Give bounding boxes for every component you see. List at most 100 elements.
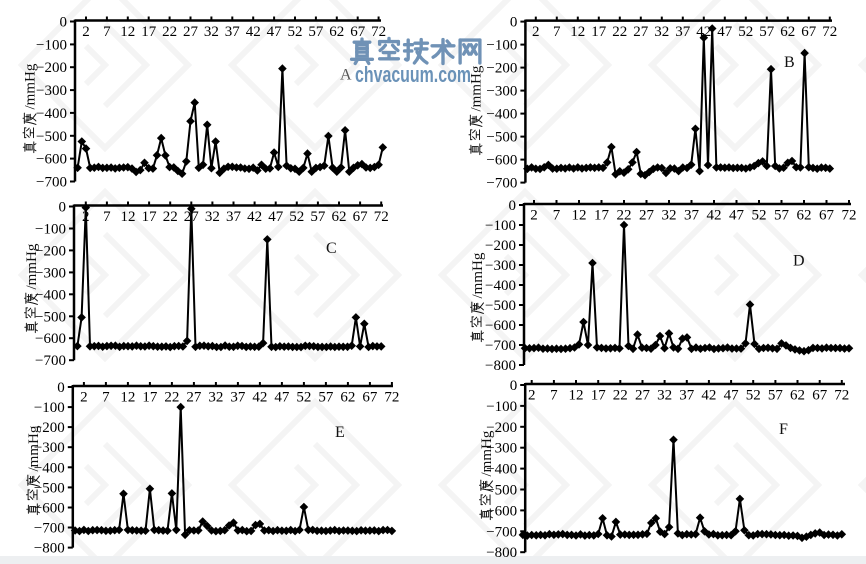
svg-text:27: 27	[639, 208, 655, 224]
svg-text:−200: −200	[34, 420, 65, 436]
svg-text:67: 67	[819, 208, 835, 224]
svg-text:52: 52	[738, 24, 753, 40]
svg-text:E: E	[335, 424, 345, 441]
svg-text:17: 17	[141, 24, 157, 40]
svg-text:32: 32	[208, 390, 223, 406]
svg-text:7: 7	[103, 24, 111, 40]
svg-text:62: 62	[797, 208, 812, 224]
svg-text:−600: −600	[485, 318, 516, 334]
svg-text:−300: −300	[485, 258, 516, 274]
svg-text:−400: −400	[35, 287, 66, 303]
svg-text:12: 12	[572, 208, 587, 224]
svg-text:−300: −300	[35, 265, 66, 281]
svg-text:17: 17	[591, 24, 607, 40]
svg-text:42: 42	[252, 390, 267, 406]
svg-text:B: B	[784, 54, 795, 71]
svg-text:27: 27	[183, 24, 199, 40]
svg-text:−500: −500	[36, 129, 67, 145]
svg-text:A: A	[340, 67, 352, 84]
svg-text:57: 57	[774, 208, 790, 224]
svg-text:17: 17	[142, 390, 158, 406]
svg-text:2: 2	[530, 208, 538, 224]
svg-text:32: 32	[657, 388, 672, 404]
svg-text:42: 42	[246, 24, 261, 40]
svg-text:57: 57	[308, 24, 324, 40]
svg-text:C: C	[326, 240, 337, 257]
svg-text:−200: −200	[36, 60, 67, 76]
svg-text:−700: −700	[36, 175, 67, 191]
svg-text:57: 57	[310, 209, 326, 225]
svg-text:−600: −600	[35, 331, 66, 347]
svg-text:62: 62	[790, 388, 805, 404]
svg-text:−600: −600	[486, 153, 517, 169]
svg-text:2: 2	[532, 24, 540, 40]
svg-text:57: 57	[759, 24, 775, 40]
svg-text:12: 12	[570, 24, 585, 40]
svg-text:−300: −300	[34, 440, 65, 456]
svg-text:32: 32	[205, 209, 220, 225]
svg-text:−200: −200	[35, 243, 66, 259]
svg-text:F: F	[779, 421, 788, 438]
svg-text:72: 72	[384, 390, 399, 406]
svg-text:52: 52	[296, 390, 311, 406]
svg-text:−700: −700	[485, 338, 516, 354]
svg-text:−600: −600	[36, 152, 67, 168]
svg-text:32: 32	[662, 208, 677, 224]
svg-text:12: 12	[120, 24, 135, 40]
svg-text:−800: −800	[34, 541, 65, 557]
svg-text:−400: −400	[36, 106, 67, 122]
svg-text:−800: −800	[486, 545, 517, 561]
svg-text:−300: −300	[486, 84, 517, 100]
svg-text:32: 32	[654, 24, 669, 40]
svg-text:72: 72	[842, 208, 857, 224]
svg-text:47: 47	[268, 209, 284, 225]
svg-text:−600: −600	[486, 503, 517, 519]
svg-text:/mmHg: /mmHg	[23, 63, 39, 109]
svg-text:52: 52	[288, 24, 303, 40]
svg-text:−100: −100	[486, 38, 517, 54]
svg-text:47: 47	[267, 24, 283, 40]
svg-text:−100: −100	[485, 218, 516, 234]
svg-text:12: 12	[120, 390, 135, 406]
svg-text:−400: −400	[34, 460, 65, 476]
svg-text:7: 7	[103, 209, 111, 225]
svg-text:67: 67	[362, 390, 378, 406]
svg-text:/mmHg: /mmHg	[479, 430, 495, 476]
svg-text:52: 52	[752, 208, 767, 224]
svg-text:62: 62	[329, 24, 344, 40]
svg-text:2: 2	[528, 388, 536, 404]
svg-text:67: 67	[812, 388, 828, 404]
svg-text:22: 22	[164, 390, 179, 406]
svg-text:72: 72	[822, 24, 837, 40]
svg-text:17: 17	[594, 208, 610, 224]
svg-text:37: 37	[226, 209, 242, 225]
svg-text:−700: −700	[35, 353, 66, 369]
svg-text:7: 7	[550, 388, 558, 404]
svg-text:D: D	[793, 253, 805, 270]
svg-text:57: 57	[318, 390, 334, 406]
svg-text:0: 0	[510, 15, 518, 31]
svg-text:37: 37	[675, 24, 691, 40]
svg-text:0: 0	[60, 15, 68, 31]
svg-text:−700: −700	[34, 521, 65, 537]
svg-text:2: 2	[82, 24, 90, 40]
svg-text:0: 0	[509, 198, 517, 214]
svg-text:62: 62	[780, 24, 795, 40]
svg-text:chvacuum.com: chvacuum.com	[355, 62, 471, 87]
svg-text:−700: −700	[486, 176, 517, 192]
svg-text:12: 12	[121, 209, 136, 225]
svg-text:47: 47	[724, 388, 740, 404]
svg-text:37: 37	[684, 208, 700, 224]
svg-text:67: 67	[801, 24, 817, 40]
svg-text:−400: −400	[486, 107, 517, 123]
svg-text:22: 22	[162, 24, 177, 40]
svg-text:0: 0	[510, 378, 518, 394]
svg-text:62: 62	[332, 209, 347, 225]
svg-text:57: 57	[768, 388, 784, 404]
svg-text:/mmHg: /mmHg	[470, 252, 486, 298]
svg-text:−100: −100	[35, 222, 66, 238]
svg-text:32: 32	[204, 24, 219, 40]
svg-text:12: 12	[569, 388, 584, 404]
svg-text:52: 52	[746, 388, 761, 404]
svg-text:−300: −300	[36, 83, 67, 99]
